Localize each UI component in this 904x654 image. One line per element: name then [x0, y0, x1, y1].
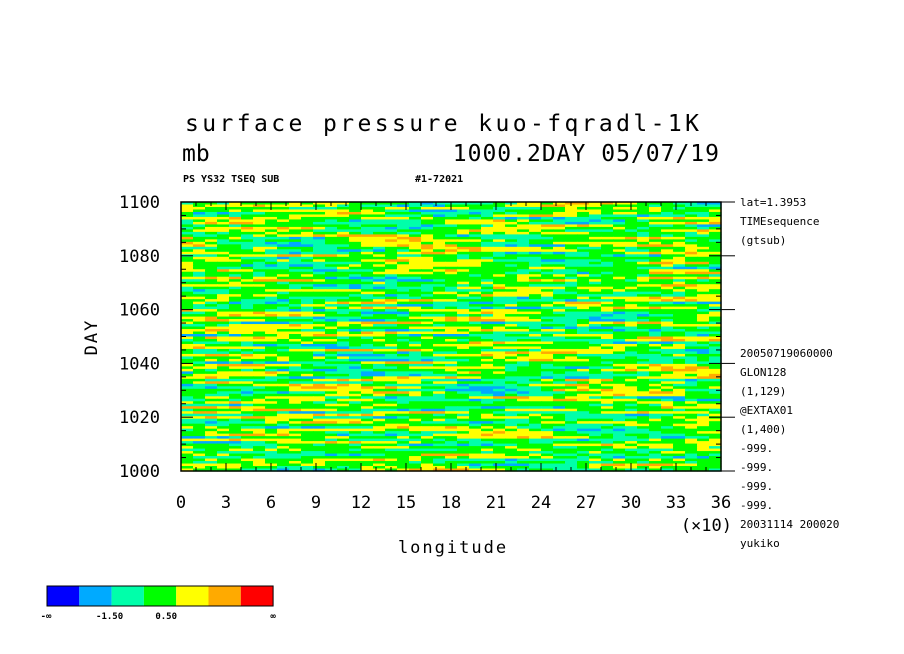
x-axis-label: longitude [398, 538, 508, 558]
side-info-line: -999. [740, 461, 773, 474]
side-info-line: @EXTAX01 [740, 404, 793, 417]
y-tick-label: 1080 [119, 247, 160, 267]
y-tick-label: 1020 [119, 408, 160, 428]
side-info-line: (gtsub) [740, 234, 786, 247]
y-tick-label: 1040 [119, 354, 160, 374]
subtitle-left: PS YS32 TSEQ SUB [183, 174, 279, 185]
side-info-line: yukiko [740, 537, 780, 550]
y-axis-label: DAY [82, 319, 102, 356]
x-tick-label: 18 [441, 493, 461, 513]
x-tick-label: 36 [711, 493, 731, 513]
colorbar-swatch [208, 586, 241, 606]
side-info-line: lat=1.3953 [740, 196, 806, 209]
colorbar-swatch [143, 586, 177, 606]
colorbar-swatch [240, 586, 274, 606]
x-tick-label: 15 [396, 493, 416, 513]
side-info: lat=1.3953 TIMEsequence (gtsub) 20050719060… [740, 196, 839, 550]
axis-ticks: 0 3 6 9 12 15 18 21 24 27 30 33 36100010201040106010… [119, 193, 735, 513]
colorbar-label: ∞ [270, 612, 276, 622]
x-tick-label: 27 [576, 493, 596, 513]
x-tick-label: 0 [176, 493, 186, 513]
colorbar-swatch [79, 586, 112, 606]
colorbar-label: -∞ [41, 612, 52, 622]
side-info-line: TIMEsequence [740, 215, 819, 228]
side-info-line: 20050719060000 [740, 347, 833, 360]
y-tick-label: 1100 [119, 193, 160, 213]
x-tick-label: 6 [266, 493, 276, 513]
colorbar-swatch [176, 586, 209, 606]
side-info-line: (1,129) [740, 385, 786, 398]
x-tick-label: 21 [486, 493, 506, 513]
x-tick-label: 3 [221, 493, 231, 513]
x-tick-label: 33 [666, 493, 686, 513]
side-info-line: -999. [740, 499, 773, 512]
side-info-line: (1,400) [740, 423, 786, 436]
units-label: mb [182, 141, 210, 167]
side-info-line: -999. [740, 442, 773, 455]
colorbar-label: -1.50 [96, 612, 123, 622]
chart-title: surface pressure kuo-fqradl-1K [185, 111, 702, 137]
x-tick-label: 24 [531, 493, 551, 513]
x-tick-label: 9 [311, 493, 321, 513]
x-tick-label: 30 [621, 493, 641, 513]
x-multiplier-label: (×10) [681, 516, 732, 536]
colorbar-label: 0.50 [155, 612, 177, 622]
colorbar: -∞ -1.50 0.50 ∞ [41, 585, 276, 622]
header-right: 1000.2DAY 05/07/19 [453, 141, 720, 167]
subtitle-right: #1-72021 [415, 174, 463, 185]
side-info-line: GLON128 [740, 366, 786, 379]
y-tick-label: 1000 [119, 462, 160, 482]
side-info-line: 20031114 200020 [740, 518, 839, 531]
colorbar-swatch [47, 586, 80, 606]
y-tick-label: 1060 [119, 301, 160, 321]
x-tick-label: 12 [351, 493, 371, 513]
colorbar-swatch [111, 586, 144, 606]
side-info-line: -999. [740, 480, 773, 493]
heatmap-field [181, 202, 722, 472]
